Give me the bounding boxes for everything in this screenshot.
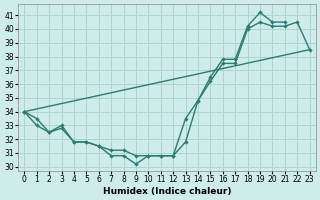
X-axis label: Humidex (Indice chaleur): Humidex (Indice chaleur) <box>103 187 231 196</box>
